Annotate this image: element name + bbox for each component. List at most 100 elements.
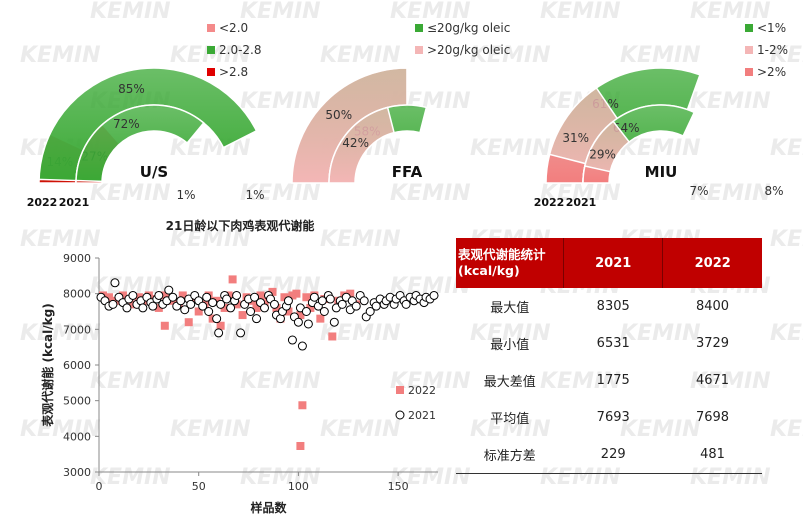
kemin-watermark-text: KEMIN bbox=[390, 0, 471, 24]
data-point-2022 bbox=[184, 318, 193, 327]
table-cell-2021: 6531 bbox=[596, 336, 630, 351]
gauge-charts: 14%85%1%27%72%1%U/S20222021<2.02.0-2.8>2… bbox=[27, 21, 788, 209]
data-point-2022 bbox=[216, 321, 225, 330]
gauge-title: MIU bbox=[645, 163, 678, 181]
x-tick-label: 0 bbox=[96, 480, 103, 493]
table-cell-2022: 3729 bbox=[695, 336, 730, 351]
gauge-ffa: 50%50%58%42%FFA≤20g/kg oleic>20g/kg olei… bbox=[291, 21, 510, 184]
legend-swatch-2021 bbox=[395, 410, 405, 420]
data-point-2021 bbox=[128, 290, 138, 300]
gauge-segment-2022-2 bbox=[38, 178, 77, 184]
data-point-2021 bbox=[214, 328, 224, 338]
kemin-watermark-text: KEMIN bbox=[240, 181, 321, 206]
data-point-2021 bbox=[216, 299, 226, 309]
x-tick-label: 150 bbox=[388, 480, 409, 493]
data-point-2021 bbox=[204, 307, 214, 316]
data-point-2022 bbox=[238, 311, 247, 320]
data-point-2021 bbox=[297, 341, 307, 351]
data-point-2022 bbox=[280, 293, 289, 302]
data-point-2021 bbox=[269, 299, 279, 309]
y-tick-label: 4000 bbox=[63, 430, 91, 443]
data-point-2022 bbox=[306, 303, 315, 312]
table-cell-2021: 1775 bbox=[596, 373, 630, 388]
kemin-watermark-text: KEMIN bbox=[320, 417, 401, 442]
legend-label-2022: 2022 bbox=[408, 384, 436, 397]
y-tick-label: 5000 bbox=[63, 395, 91, 408]
data-point-2021 bbox=[110, 278, 120, 288]
x-tick-label: 100 bbox=[288, 480, 309, 493]
data-point-2022 bbox=[256, 291, 265, 300]
data-point-2021 bbox=[301, 307, 311, 316]
data-point-2021 bbox=[309, 292, 319, 302]
data-point-2021 bbox=[122, 303, 132, 313]
table-row: 标准方差 229 481 bbox=[456, 436, 762, 474]
data-point-2022 bbox=[302, 293, 311, 302]
gauge-title: FFA bbox=[392, 163, 423, 181]
data-point-2022 bbox=[228, 275, 237, 284]
series-2021 bbox=[96, 278, 439, 351]
gauge-percent-label: 8% bbox=[764, 184, 783, 198]
gauge-segment-2021-2 bbox=[75, 179, 103, 184]
kemin-watermark-text: KEMIN bbox=[620, 136, 701, 161]
data-point-2021 bbox=[337, 299, 347, 309]
table-cell-metric: 标准方差 bbox=[456, 436, 564, 474]
kemin-watermark-text: KEMIN bbox=[770, 136, 803, 161]
legend-label: <2.0 bbox=[219, 21, 248, 35]
legend-swatch bbox=[745, 68, 753, 76]
legend-swatch bbox=[745, 46, 753, 54]
kemin-watermark-text: KEMIN bbox=[240, 465, 321, 490]
x-axis-title: 样品数 bbox=[250, 500, 287, 515]
legend-swatch bbox=[207, 24, 215, 32]
chart-title: 21日龄以下肉鸡表观代谢能 bbox=[166, 218, 315, 233]
data-point-2022 bbox=[194, 307, 203, 316]
gauge-percent-label: 29% bbox=[589, 147, 616, 161]
data-point-2021 bbox=[319, 307, 329, 316]
data-point-2022 bbox=[220, 303, 229, 312]
kemin-watermark-text: KEMIN bbox=[770, 43, 803, 68]
y-tick-label: 7000 bbox=[63, 323, 91, 336]
data-point-2021 bbox=[236, 328, 246, 338]
data-point-2021 bbox=[329, 317, 339, 327]
data-point-2022 bbox=[268, 287, 277, 296]
data-point-2021 bbox=[232, 290, 242, 300]
x-tick-label: 50 bbox=[192, 480, 206, 493]
legend-label: >20g/kg oleic bbox=[427, 43, 510, 57]
table-cell-2021: 229 bbox=[563, 436, 663, 474]
gauge-us: 14%85%1%27%72%1%U/S20222021<2.02.0-2.8>2… bbox=[27, 21, 265, 209]
data-point-2021 bbox=[359, 296, 369, 306]
kemin-watermark-text: KEMIN bbox=[690, 181, 771, 206]
data-point-2022 bbox=[160, 321, 169, 330]
data-point-2021 bbox=[283, 296, 293, 306]
gauge-percent-label: 50% bbox=[325, 108, 352, 122]
table-row: 最大值 8305 8400 bbox=[456, 288, 762, 325]
year-label: 2021 bbox=[566, 196, 597, 209]
year-label: 2021 bbox=[59, 196, 90, 209]
data-point-2021 bbox=[252, 314, 262, 324]
table-row: 最小值 6531 3729 bbox=[456, 325, 762, 362]
data-point-2021 bbox=[138, 303, 148, 313]
kemin-watermark-text: KEMIN bbox=[770, 227, 803, 252]
table-cell-2022: 4671 bbox=[695, 373, 730, 388]
kemin-watermark-text: KEMIN bbox=[390, 181, 471, 206]
legend-label: >2% bbox=[757, 65, 786, 79]
scatter-chart: 21日龄以下肉鸡表观代谢能 0 50 100 150 3000 4000 5000 6000 70… bbox=[40, 218, 439, 515]
kemin-watermark-text: KEMIN bbox=[470, 136, 551, 161]
data-point-2021 bbox=[186, 299, 196, 309]
data-point-2021 bbox=[401, 299, 411, 309]
kemin-watermark-text: KEMIN bbox=[690, 0, 771, 24]
table-cell-2022: 481 bbox=[662, 436, 762, 474]
gauge-percent-label: 1% bbox=[245, 188, 264, 202]
data-point-2021 bbox=[148, 301, 158, 311]
kemin-watermark-text: KEMIN bbox=[620, 43, 701, 68]
data-point-2021 bbox=[154, 290, 164, 300]
gauge-percent-label: 72% bbox=[113, 117, 140, 131]
data-point-2022 bbox=[298, 401, 307, 410]
legend-swatch bbox=[415, 46, 423, 54]
legend-label: 2.0-2.8 bbox=[219, 43, 262, 57]
kemin-watermark-text: KEMIN bbox=[170, 417, 251, 442]
gauge-segment-2021-1 bbox=[328, 106, 395, 184]
gauge-segment-2021-1 bbox=[75, 104, 205, 184]
data-point-2021 bbox=[198, 301, 208, 311]
legend-label-2021: 2021 bbox=[408, 409, 436, 422]
